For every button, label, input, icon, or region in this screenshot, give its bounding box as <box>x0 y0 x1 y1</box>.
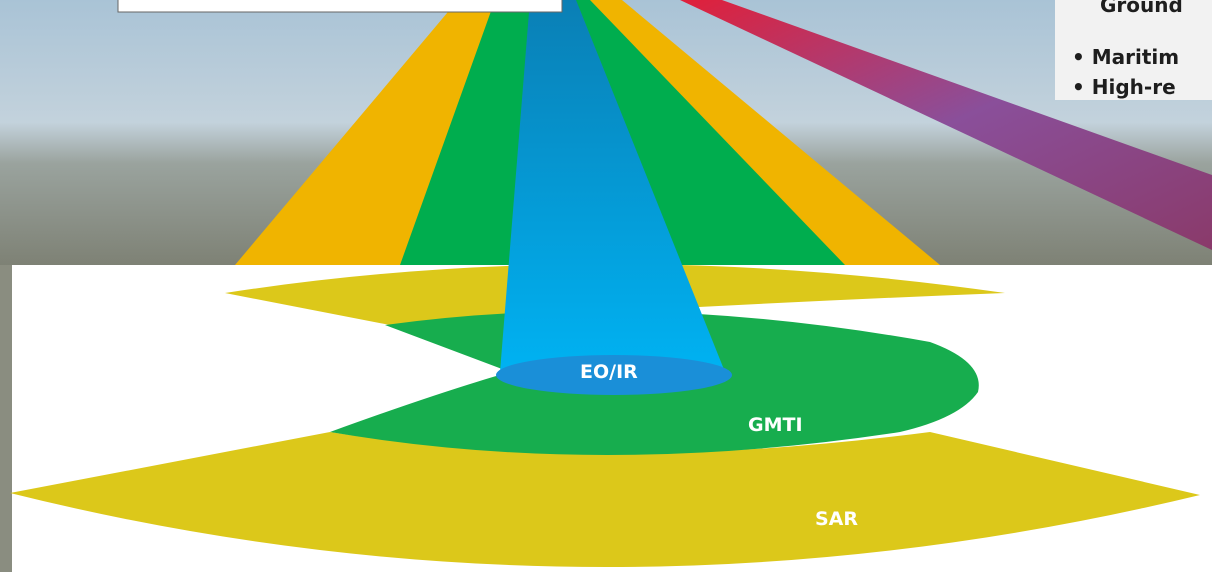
eoir-label: EO/IR <box>580 361 638 383</box>
panel-item: • Maritim <box>1072 45 1179 69</box>
gmti-label: GMTI <box>748 414 803 436</box>
panel-item: • High-re <box>1072 75 1176 99</box>
diagram: EO/IR GMTI SAR Ground • Maritim • High-r… <box>0 0 1212 572</box>
panel-item: Ground <box>1100 0 1183 17</box>
page: {"beams": [{"label": "EO/IR"}, {"label":… <box>0 0 1212 572</box>
sar-label: SAR <box>815 508 858 530</box>
terrain-edge <box>0 265 12 572</box>
panel-item-text: Maritim <box>1092 45 1179 69</box>
title-box <box>118 0 562 12</box>
panel-item-text: High-re <box>1092 75 1176 99</box>
